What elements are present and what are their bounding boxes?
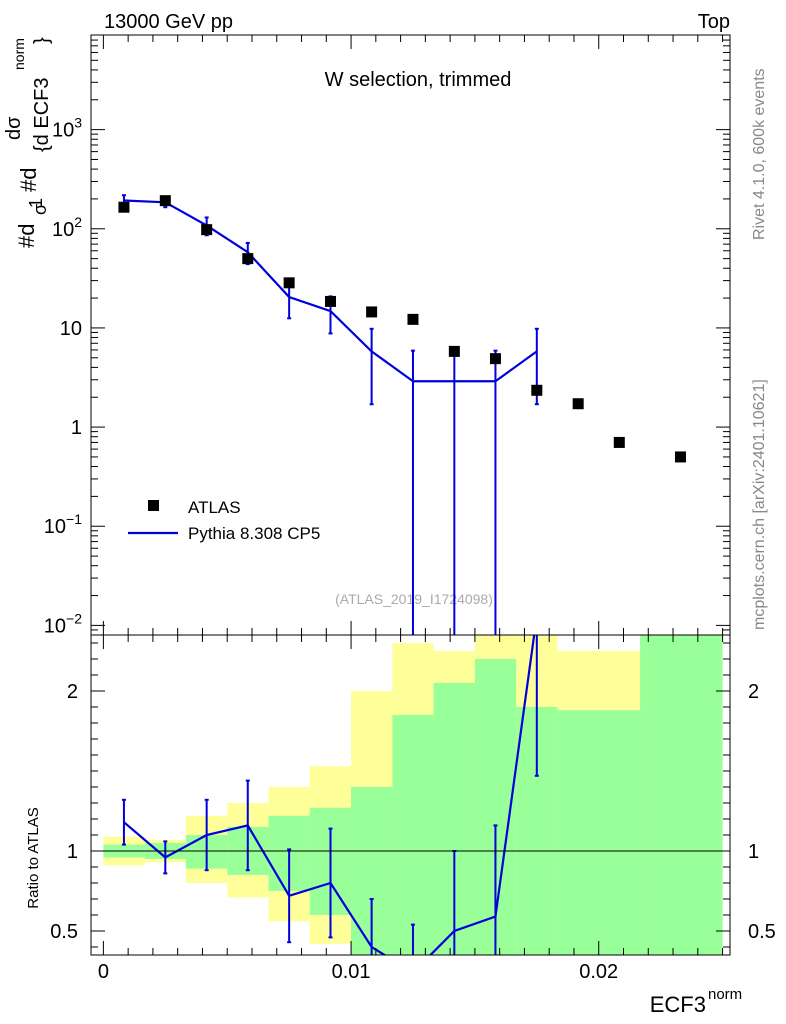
atlas-data-point bbox=[489, 353, 501, 365]
uncertainty-band-inner bbox=[640, 635, 723, 955]
ratio-y-tick-label: 1 bbox=[67, 841, 78, 863]
atlas-data-point bbox=[613, 436, 625, 448]
atlas-data-point bbox=[118, 201, 130, 213]
atlas-data-point bbox=[283, 277, 295, 289]
legend-label-pythia: Pythia 8.308 CP5 bbox=[188, 524, 320, 543]
legend: ATLAS Pythia 8.308 CP5 bbox=[128, 498, 320, 543]
svg-text:dσ: dσ bbox=[3, 116, 25, 140]
source-info: mcplots.cern.ch [arXiv:2401.10621] bbox=[751, 379, 768, 630]
rivet-info: Rivet 4.1.0, 600k events bbox=[751, 68, 768, 240]
svg-text:ECF3: ECF3 bbox=[650, 992, 706, 1017]
atlas-data-point bbox=[531, 384, 543, 396]
svg-text:norm: norm bbox=[11, 38, 27, 70]
ratio-frame-box bbox=[90, 634, 731, 956]
atlas-data-point bbox=[159, 195, 171, 207]
energy-label: 13000 GeV pp bbox=[104, 11, 233, 33]
x-tick-label: 0.02 bbox=[579, 961, 618, 983]
y-tick-label: 102 bbox=[52, 214, 82, 241]
ratio-y-tick-label: 2 bbox=[67, 681, 78, 703]
legend-label-atlas: ATLAS bbox=[188, 498, 241, 517]
main-frame-box bbox=[90, 34, 731, 636]
svg-text:σ: σ bbox=[30, 204, 50, 215]
y-tick-label: 10 bbox=[60, 318, 82, 340]
atlas-data-point bbox=[572, 398, 584, 410]
atlas-data-point bbox=[201, 224, 213, 236]
atlas-data-point bbox=[366, 306, 378, 318]
atlas-data-point bbox=[242, 253, 254, 265]
y-tick-label: 10−2 bbox=[44, 610, 82, 637]
ratio-y-tick-label-right: 1 bbox=[748, 841, 759, 863]
svg-text:1: 1 bbox=[26, 198, 46, 208]
y-tick-label: 1 bbox=[71, 417, 82, 439]
ratio-series-group bbox=[121, 635, 539, 955]
main-y-axis-label: #d 1 σ #d dσ {d ECF3 norm } bbox=[3, 37, 53, 248]
plot-title: W selection, trimmed bbox=[325, 69, 512, 91]
ratio-plot: 0.5 0.5 1 1 2 2 0 0.01 0.02 Ratio to ATLAS ECF3 … bbox=[25, 634, 776, 1017]
atlas-data-point bbox=[407, 313, 419, 325]
x-axis-label: ECF3 norm bbox=[650, 986, 742, 1017]
legend-marker-atlas bbox=[148, 500, 159, 511]
x-tick-label: 0 bbox=[98, 961, 109, 983]
analysis-watermark: (ATLAS_2019_I1724098) bbox=[335, 591, 493, 607]
y-tick-label: 103 bbox=[52, 115, 82, 142]
uncertainty-band-inner bbox=[557, 710, 641, 955]
pythia-line bbox=[123, 199, 538, 383]
ratio-y-tick-label: 0.5 bbox=[50, 921, 78, 943]
x-tick-label: 0.01 bbox=[332, 961, 371, 983]
svg-text:{d ECF3: {d ECF3 bbox=[31, 78, 53, 152]
svg-text:#d: #d bbox=[16, 168, 41, 192]
process-label: Top bbox=[698, 11, 730, 33]
ratio-y-tick-label-right: 0.5 bbox=[748, 921, 776, 943]
uncertainty-band-inner bbox=[392, 715, 434, 955]
svg-text:#d: #d bbox=[14, 224, 39, 248]
ratio-y-tick-label-right: 2 bbox=[748, 681, 759, 703]
ratio-y-axis-label: Ratio to ATLAS bbox=[25, 807, 42, 908]
svg-text:}: } bbox=[31, 37, 53, 44]
atlas-data-point bbox=[325, 295, 337, 307]
main-plot: W selection, trimmed (ATLAS_2019_I172409… bbox=[3, 34, 731, 637]
atlas-data-point bbox=[448, 345, 460, 357]
y-tick-label: 10−1 bbox=[44, 511, 82, 538]
svg-text:norm: norm bbox=[708, 986, 742, 1003]
atlas-data-point bbox=[674, 451, 686, 463]
